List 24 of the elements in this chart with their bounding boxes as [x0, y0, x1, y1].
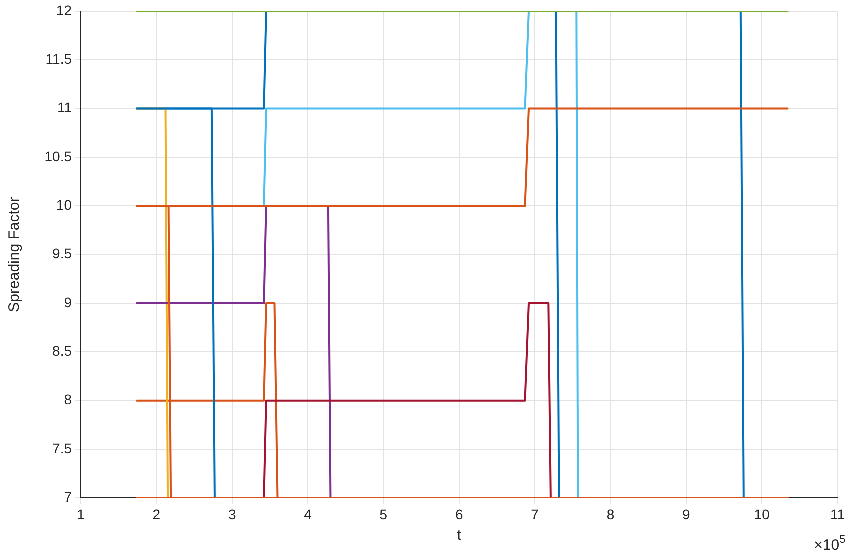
x-tick-label: 1	[77, 506, 86, 522]
y-tick-label: 7.5	[52, 440, 72, 456]
x-tick-label: 11	[830, 506, 846, 522]
y-axis-title: Spreading Factor	[6, 197, 24, 312]
y-tick-label: 8	[64, 392, 72, 408]
x-tick-label: 2	[152, 506, 161, 522]
x-axis-title: t	[457, 527, 462, 544]
x-tick-label: 4	[304, 506, 312, 522]
x-tick-label: 6	[455, 506, 464, 522]
y-tick-label: 11.5	[46, 50, 72, 67]
y-tick-label: 12	[56, 2, 72, 18]
x-tick-label: 10	[754, 506, 770, 522]
x-tick-label: 8	[606, 506, 615, 522]
y-tick-label: 11	[57, 100, 72, 116]
x-tick-label: 5	[380, 506, 388, 522]
y-tick-label: 10.5	[44, 148, 72, 164]
y-tick-label: 9.5	[52, 246, 72, 262]
y-tick-label: 8.5	[52, 343, 72, 360]
x-tick-label: 7	[531, 506, 540, 522]
y-tick-label: 10	[56, 196, 72, 213]
x-tick-label: 3	[228, 506, 236, 522]
y-tick-label: 7	[64, 489, 72, 506]
x-tick-label: 9	[682, 506, 690, 522]
y-tick-label: 9	[64, 294, 72, 310]
